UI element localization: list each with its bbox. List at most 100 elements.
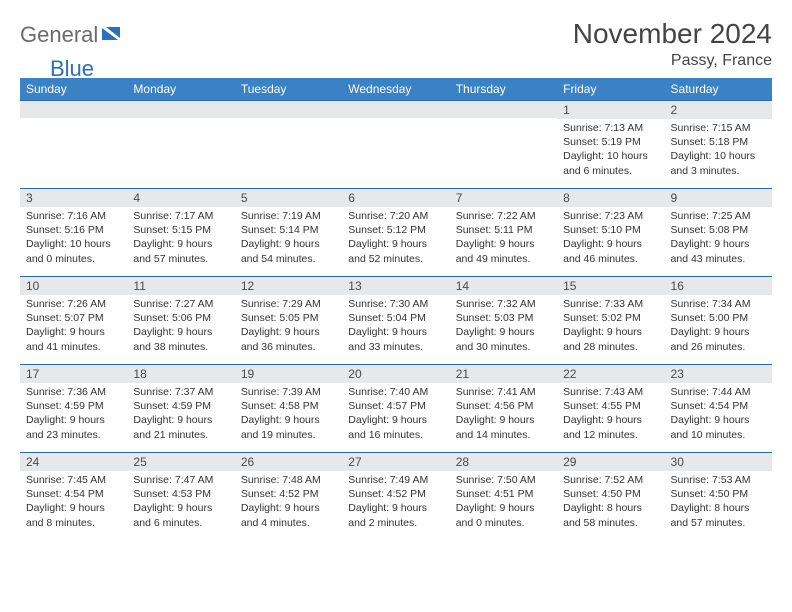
day-number: 1 (557, 101, 664, 119)
calendar-day-cell: 10Sunrise: 7:26 AMSunset: 5:07 PMDayligh… (20, 277, 127, 365)
logo: General (20, 22, 126, 48)
day-details: Sunrise: 7:40 AMSunset: 4:57 PMDaylight:… (342, 383, 449, 446)
logo-mark-icon (102, 24, 124, 45)
day-details: Sunrise: 7:39 AMSunset: 4:58 PMDaylight:… (235, 383, 342, 446)
day-details: Sunrise: 7:44 AMSunset: 4:54 PMDaylight:… (665, 383, 772, 446)
day-number: 20 (342, 365, 449, 383)
calendar-week-row: 10Sunrise: 7:26 AMSunset: 5:07 PMDayligh… (20, 277, 772, 365)
day-number: 14 (450, 277, 557, 295)
day-number: 28 (450, 453, 557, 471)
calendar-day-cell: 30Sunrise: 7:53 AMSunset: 4:50 PMDayligh… (665, 453, 772, 541)
day-details: Sunrise: 7:48 AMSunset: 4:52 PMDaylight:… (235, 471, 342, 534)
day-details: Sunrise: 7:29 AMSunset: 5:05 PMDaylight:… (235, 295, 342, 358)
day-number: 10 (20, 277, 127, 295)
day-details: Sunrise: 7:37 AMSunset: 4:59 PMDaylight:… (127, 383, 234, 446)
day-number: 12 (235, 277, 342, 295)
calendar-day-cell: 28Sunrise: 7:50 AMSunset: 4:51 PMDayligh… (450, 453, 557, 541)
day-number: 5 (235, 189, 342, 207)
day-number: 18 (127, 365, 234, 383)
weekday-header: Friday (557, 78, 664, 101)
calendar-day-cell: 29Sunrise: 7:52 AMSunset: 4:50 PMDayligh… (557, 453, 664, 541)
calendar-day-cell: 12Sunrise: 7:29 AMSunset: 5:05 PMDayligh… (235, 277, 342, 365)
calendar-day-cell: 19Sunrise: 7:39 AMSunset: 4:58 PMDayligh… (235, 365, 342, 453)
calendar-day-cell: 9Sunrise: 7:25 AMSunset: 5:08 PMDaylight… (665, 189, 772, 277)
day-details: Sunrise: 7:32 AMSunset: 5:03 PMDaylight:… (450, 295, 557, 358)
day-details: Sunrise: 7:15 AMSunset: 5:18 PMDaylight:… (665, 119, 772, 182)
day-number: 2 (665, 101, 772, 119)
day-number (450, 101, 557, 118)
day-details: Sunrise: 7:49 AMSunset: 4:52 PMDaylight:… (342, 471, 449, 534)
calendar-day-cell: 17Sunrise: 7:36 AMSunset: 4:59 PMDayligh… (20, 365, 127, 453)
calendar-day-cell: 15Sunrise: 7:33 AMSunset: 5:02 PMDayligh… (557, 277, 664, 365)
day-details: Sunrise: 7:30 AMSunset: 5:04 PMDaylight:… (342, 295, 449, 358)
calendar-day-cell: 18Sunrise: 7:37 AMSunset: 4:59 PMDayligh… (127, 365, 234, 453)
day-details: Sunrise: 7:53 AMSunset: 4:50 PMDaylight:… (665, 471, 772, 534)
day-number: 11 (127, 277, 234, 295)
day-number: 30 (665, 453, 772, 471)
day-details: Sunrise: 7:16 AMSunset: 5:16 PMDaylight:… (20, 207, 127, 270)
calendar-day-cell: 24Sunrise: 7:45 AMSunset: 4:54 PMDayligh… (20, 453, 127, 541)
calendar-day-cell: 4Sunrise: 7:17 AMSunset: 5:15 PMDaylight… (127, 189, 234, 277)
day-number: 4 (127, 189, 234, 207)
calendar-day-cell: 11Sunrise: 7:27 AMSunset: 5:06 PMDayligh… (127, 277, 234, 365)
day-details: Sunrise: 7:43 AMSunset: 4:55 PMDaylight:… (557, 383, 664, 446)
calendar-day-cell: 21Sunrise: 7:41 AMSunset: 4:56 PMDayligh… (450, 365, 557, 453)
day-number: 23 (665, 365, 772, 383)
calendar-day-cell (342, 101, 449, 189)
day-details: Sunrise: 7:33 AMSunset: 5:02 PMDaylight:… (557, 295, 664, 358)
day-number: 17 (20, 365, 127, 383)
logo-text-general: General (20, 22, 98, 48)
calendar-week-row: 24Sunrise: 7:45 AMSunset: 4:54 PMDayligh… (20, 453, 772, 541)
header: General November 2024 Passy, France (20, 18, 772, 70)
day-details: Sunrise: 7:26 AMSunset: 5:07 PMDaylight:… (20, 295, 127, 358)
calendar-day-cell (127, 101, 234, 189)
day-details: Sunrise: 7:36 AMSunset: 4:59 PMDaylight:… (20, 383, 127, 446)
day-details: Sunrise: 7:19 AMSunset: 5:14 PMDaylight:… (235, 207, 342, 270)
day-number: 19 (235, 365, 342, 383)
weekday-header: Thursday (450, 78, 557, 101)
calendar-day-cell: 8Sunrise: 7:23 AMSunset: 5:10 PMDaylight… (557, 189, 664, 277)
weekday-header-row: Sunday Monday Tuesday Wednesday Thursday… (20, 78, 772, 101)
calendar-day-cell (235, 101, 342, 189)
day-number: 9 (665, 189, 772, 207)
day-number (342, 101, 449, 118)
calendar-table: Sunday Monday Tuesday Wednesday Thursday… (20, 78, 772, 541)
weekday-header: Wednesday (342, 78, 449, 101)
calendar-day-cell: 7Sunrise: 7:22 AMSunset: 5:11 PMDaylight… (450, 189, 557, 277)
day-number: 26 (235, 453, 342, 471)
day-number: 13 (342, 277, 449, 295)
day-number (127, 101, 234, 118)
calendar-day-cell: 14Sunrise: 7:32 AMSunset: 5:03 PMDayligh… (450, 277, 557, 365)
logo-text-blue: Blue (50, 56, 94, 82)
day-number: 16 (665, 277, 772, 295)
day-number: 3 (20, 189, 127, 207)
day-number: 15 (557, 277, 664, 295)
day-number: 24 (20, 453, 127, 471)
day-details: Sunrise: 7:13 AMSunset: 5:19 PMDaylight:… (557, 119, 664, 182)
day-number: 8 (557, 189, 664, 207)
day-number (235, 101, 342, 118)
weekday-header: Tuesday (235, 78, 342, 101)
day-number: 29 (557, 453, 664, 471)
location: Passy, France (573, 52, 772, 70)
calendar-day-cell: 23Sunrise: 7:44 AMSunset: 4:54 PMDayligh… (665, 365, 772, 453)
calendar-day-cell: 13Sunrise: 7:30 AMSunset: 5:04 PMDayligh… (342, 277, 449, 365)
day-details: Sunrise: 7:47 AMSunset: 4:53 PMDaylight:… (127, 471, 234, 534)
calendar-week-row: 17Sunrise: 7:36 AMSunset: 4:59 PMDayligh… (20, 365, 772, 453)
month-title: November 2024 (573, 18, 772, 50)
day-details: Sunrise: 7:34 AMSunset: 5:00 PMDaylight:… (665, 295, 772, 358)
calendar-day-cell: 20Sunrise: 7:40 AMSunset: 4:57 PMDayligh… (342, 365, 449, 453)
day-details: Sunrise: 7:23 AMSunset: 5:10 PMDaylight:… (557, 207, 664, 270)
calendar-day-cell: 16Sunrise: 7:34 AMSunset: 5:00 PMDayligh… (665, 277, 772, 365)
day-details: Sunrise: 7:17 AMSunset: 5:15 PMDaylight:… (127, 207, 234, 270)
day-details: Sunrise: 7:52 AMSunset: 4:50 PMDaylight:… (557, 471, 664, 534)
day-number: 25 (127, 453, 234, 471)
day-number: 22 (557, 365, 664, 383)
day-details: Sunrise: 7:45 AMSunset: 4:54 PMDaylight:… (20, 471, 127, 534)
day-number (20, 101, 127, 118)
weekday-header: Saturday (665, 78, 772, 101)
calendar-day-cell: 6Sunrise: 7:20 AMSunset: 5:12 PMDaylight… (342, 189, 449, 277)
calendar-day-cell: 1Sunrise: 7:13 AMSunset: 5:19 PMDaylight… (557, 101, 664, 189)
day-details: Sunrise: 7:27 AMSunset: 5:06 PMDaylight:… (127, 295, 234, 358)
calendar-day-cell: 3Sunrise: 7:16 AMSunset: 5:16 PMDaylight… (20, 189, 127, 277)
